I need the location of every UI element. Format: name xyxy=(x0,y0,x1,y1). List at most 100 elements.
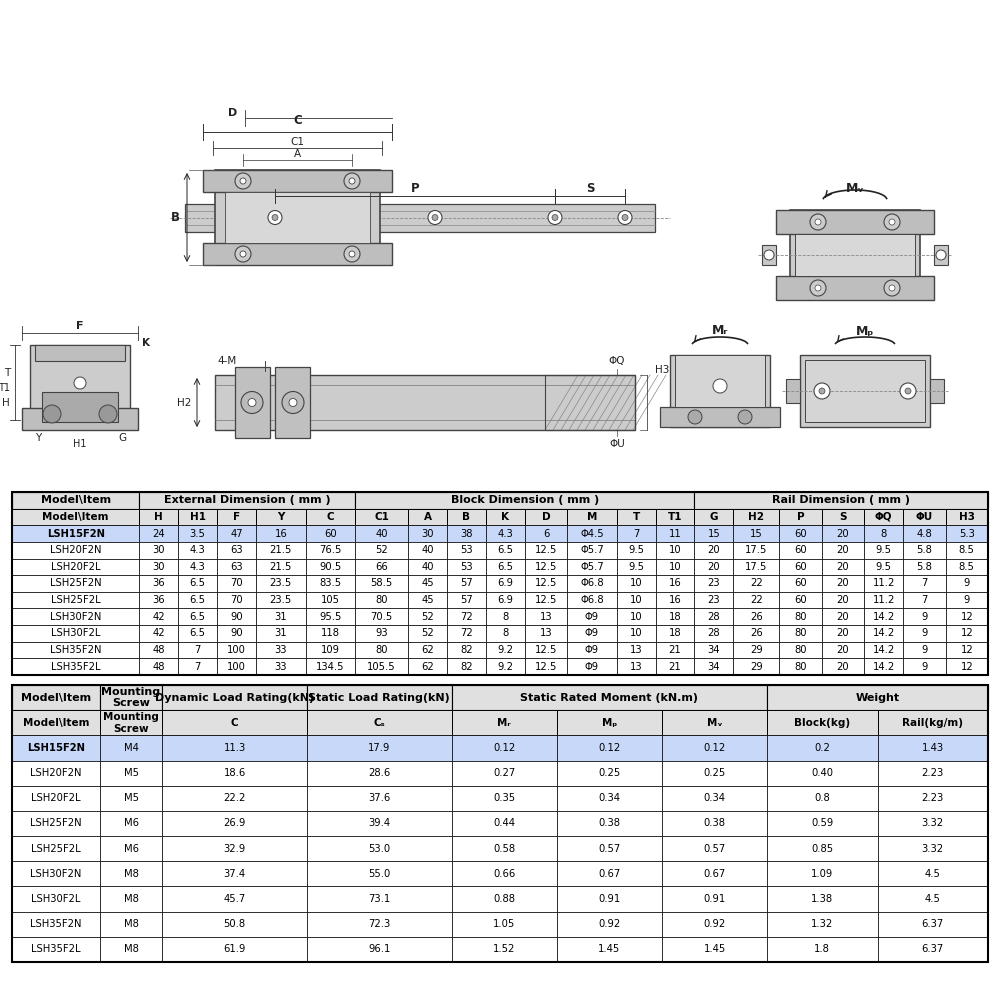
Circle shape xyxy=(819,388,825,394)
Bar xyxy=(733,575,779,592)
Text: 20: 20 xyxy=(837,529,849,539)
Bar xyxy=(567,525,617,542)
Text: 96.1: 96.1 xyxy=(368,944,391,954)
Bar xyxy=(779,658,822,675)
Circle shape xyxy=(738,410,752,424)
Text: 16: 16 xyxy=(274,529,287,539)
Text: 72: 72 xyxy=(460,612,473,622)
Text: 12.5: 12.5 xyxy=(535,645,557,655)
Text: LSH25F2N: LSH25F2N xyxy=(50,578,101,588)
Bar xyxy=(878,886,988,912)
Text: 9: 9 xyxy=(964,578,970,588)
Text: LSH30F2L: LSH30F2L xyxy=(51,628,100,638)
Text: 12.5: 12.5 xyxy=(535,578,557,588)
Text: 0.34: 0.34 xyxy=(704,793,726,803)
Bar xyxy=(185,204,655,232)
Text: 12: 12 xyxy=(960,628,973,638)
Bar xyxy=(139,642,178,658)
Text: 4.8: 4.8 xyxy=(916,529,932,539)
Circle shape xyxy=(272,215,278,221)
Bar xyxy=(567,559,617,575)
Bar xyxy=(306,525,355,542)
Circle shape xyxy=(884,214,900,230)
Text: 32.9: 32.9 xyxy=(223,844,246,854)
Text: LSH20F2N: LSH20F2N xyxy=(50,545,101,555)
Text: 4.3: 4.3 xyxy=(497,529,513,539)
Text: LSH15F2N: LSH15F2N xyxy=(47,529,105,539)
Text: Mᵥ: Mᵥ xyxy=(707,718,722,728)
Text: Rail Dimension ( mm ): Rail Dimension ( mm ) xyxy=(772,495,910,505)
Bar xyxy=(139,658,178,675)
Circle shape xyxy=(815,285,821,291)
Text: 36: 36 xyxy=(152,595,165,605)
Text: 80: 80 xyxy=(375,595,388,605)
Text: 29: 29 xyxy=(750,645,763,655)
Text: A: A xyxy=(294,149,301,159)
Text: 14.2: 14.2 xyxy=(873,645,895,655)
Bar xyxy=(162,937,307,962)
Text: H2: H2 xyxy=(177,397,191,408)
Text: 1.52: 1.52 xyxy=(493,944,515,954)
Bar xyxy=(786,379,800,403)
Text: 0.25: 0.25 xyxy=(598,768,621,778)
Bar xyxy=(306,575,355,592)
Text: 73.1: 73.1 xyxy=(368,894,390,904)
Bar xyxy=(903,625,946,642)
Bar xyxy=(486,642,525,658)
Bar xyxy=(662,912,767,937)
Text: D: D xyxy=(228,108,238,118)
Bar xyxy=(408,642,447,658)
Text: 34: 34 xyxy=(708,662,720,672)
Text: Φ5.7: Φ5.7 xyxy=(580,562,604,572)
Circle shape xyxy=(936,250,946,260)
Bar xyxy=(447,509,486,525)
Bar xyxy=(139,575,178,592)
Bar xyxy=(306,542,355,559)
Bar xyxy=(30,345,130,420)
Bar xyxy=(662,861,767,886)
Bar xyxy=(447,625,486,642)
Bar xyxy=(217,592,256,608)
Bar xyxy=(762,245,776,265)
Text: 38: 38 xyxy=(460,529,473,539)
Bar xyxy=(525,509,567,525)
Text: 20: 20 xyxy=(837,612,849,622)
Bar xyxy=(903,608,946,625)
Text: Model\Item: Model\Item xyxy=(42,512,109,522)
Bar xyxy=(12,492,139,509)
Text: 6.5: 6.5 xyxy=(190,578,206,588)
Text: D: D xyxy=(542,512,550,522)
Text: Y: Y xyxy=(277,512,284,522)
Text: 9: 9 xyxy=(921,662,928,672)
Text: Φ9: Φ9 xyxy=(585,645,599,655)
Bar xyxy=(694,492,988,509)
Text: 100: 100 xyxy=(227,662,246,672)
Circle shape xyxy=(889,285,895,291)
Text: 26: 26 xyxy=(750,612,763,622)
Bar xyxy=(452,761,557,786)
Text: 0.34: 0.34 xyxy=(598,793,620,803)
Bar xyxy=(355,542,408,559)
Bar xyxy=(946,642,988,658)
Bar xyxy=(662,710,767,735)
Bar xyxy=(12,811,100,836)
Bar xyxy=(306,625,355,642)
Bar xyxy=(100,761,162,786)
Bar xyxy=(779,542,822,559)
Bar xyxy=(779,509,822,525)
Bar xyxy=(656,542,694,559)
Bar xyxy=(256,658,306,675)
Text: 93: 93 xyxy=(375,628,388,638)
Bar xyxy=(767,861,878,886)
Text: 11.2: 11.2 xyxy=(872,578,895,588)
Bar xyxy=(733,658,779,675)
Bar xyxy=(805,360,925,422)
Bar xyxy=(162,912,307,937)
Bar xyxy=(307,937,452,962)
Bar xyxy=(307,786,452,811)
Text: 18: 18 xyxy=(669,612,681,622)
Text: Mounting
Screw: Mounting Screw xyxy=(101,687,161,708)
Bar xyxy=(12,542,139,559)
Bar xyxy=(822,608,864,625)
Bar xyxy=(12,492,988,675)
